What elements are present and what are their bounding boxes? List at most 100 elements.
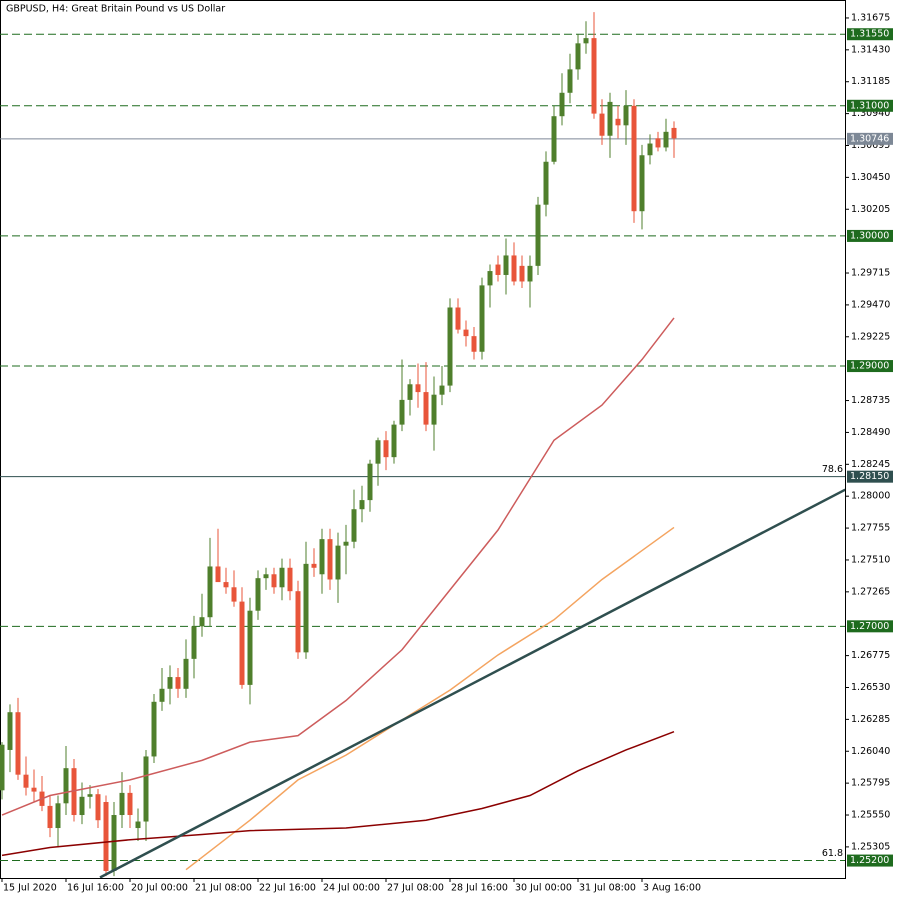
candle-body <box>159 688 165 702</box>
x-tick-label: 21 Jul 08:00 <box>195 883 252 894</box>
candle-body <box>479 285 485 352</box>
candle-body <box>47 805 53 829</box>
level-box <box>847 28 893 41</box>
y-tick-label: 1.26040 <box>851 746 890 757</box>
fib-label: 78.6 <box>822 464 843 475</box>
y-tick-label: 1.30205 <box>851 204 890 215</box>
candle-body <box>335 545 341 580</box>
candle-body <box>583 38 589 44</box>
candle-body <box>327 539 333 580</box>
level-label: 1.25200 <box>850 855 889 866</box>
x-tick-label: 24 Jul 00:00 <box>323 883 380 894</box>
candle-body <box>0 744 5 791</box>
x-tick-label: 28 Jul 16:00 <box>451 883 508 894</box>
candle-body <box>199 617 205 627</box>
candle-body <box>431 394 437 425</box>
level-box <box>847 854 893 867</box>
level-box <box>847 360 893 373</box>
x-tick-label: 30 Jul 00:00 <box>515 883 572 894</box>
candle-body <box>639 155 645 212</box>
candle-body <box>447 307 453 386</box>
y-tick-label: 1.29470 <box>851 299 890 310</box>
candle-body <box>311 563 317 568</box>
level-label: 1.30000 <box>850 230 889 241</box>
y-tick-label: 1.30695 <box>851 140 890 151</box>
candle-body <box>263 574 269 579</box>
candle-body <box>495 264 501 275</box>
candle-body <box>103 802 109 871</box>
level-label: 1.27000 <box>850 621 889 632</box>
candle-body <box>383 440 389 458</box>
axis-panel <box>846 0 900 900</box>
candle-body <box>503 255 509 275</box>
candle-body <box>55 803 61 829</box>
candle-body <box>407 384 413 400</box>
candle-body <box>207 566 213 618</box>
candle-body <box>599 113 605 136</box>
candle-body <box>591 38 597 114</box>
candle-body <box>351 509 357 542</box>
candle-body <box>71 768 77 816</box>
candle-body <box>79 796 85 816</box>
candle-body <box>575 43 581 70</box>
candle-body <box>95 794 101 821</box>
candle-body <box>439 385 445 395</box>
y-tick-label: 1.26530 <box>851 682 890 693</box>
candle-body <box>287 567 293 592</box>
y-tick-label: 1.27755 <box>851 523 890 534</box>
candle-body <box>135 821 141 829</box>
y-tick-label: 1.29715 <box>851 268 890 279</box>
candle-body <box>87 794 93 797</box>
level-box <box>847 132 893 145</box>
level-label: 1.29000 <box>850 361 889 372</box>
y-tick-label: 1.28000 <box>851 491 890 502</box>
x-tick-label: 20 Jul 00:00 <box>131 883 188 894</box>
candle-body <box>191 626 197 659</box>
candle-body <box>535 204 541 266</box>
y-tick-label: 1.27510 <box>851 554 890 565</box>
candle-body <box>23 774 29 788</box>
y-tick-label: 1.29225 <box>851 331 890 342</box>
candle-body <box>391 424 397 458</box>
candle-body <box>167 677 173 689</box>
overlay-line <box>1 317 675 816</box>
level-box <box>847 620 893 633</box>
candle-body <box>631 105 637 212</box>
candle-body <box>279 567 285 588</box>
candle-body <box>655 138 661 148</box>
level-label: 1.31000 <box>850 100 889 111</box>
x-tick-label: 27 Jul 08:00 <box>387 883 444 894</box>
candle-body <box>15 712 21 775</box>
candle-body <box>375 440 381 464</box>
candle-body <box>415 384 421 393</box>
candle-body <box>255 578 261 611</box>
candle-body <box>271 574 277 588</box>
y-tick-label: 1.28245 <box>851 459 890 470</box>
level-label: 1.28150 <box>850 471 889 482</box>
y-tick-label: 1.28490 <box>851 427 890 438</box>
candle-body <box>63 768 69 804</box>
y-tick-label: 1.31430 <box>851 44 890 55</box>
candle-body <box>239 601 245 685</box>
candle-body <box>111 815 117 871</box>
candle-body <box>231 587 237 602</box>
level-label: 1.30746 <box>850 133 889 144</box>
candle-body <box>623 105 629 126</box>
candle-body <box>567 69 573 93</box>
y-tick-label: 1.25550 <box>851 810 890 821</box>
candle-body <box>247 610 253 685</box>
candle-body <box>175 677 181 689</box>
candle-body <box>559 92 565 117</box>
level-label: 1.31550 <box>850 29 889 40</box>
candle-body <box>127 792 133 816</box>
candle-body <box>455 307 461 330</box>
overlay-line <box>99 488 846 879</box>
candle-body <box>359 500 365 510</box>
overlay-line <box>1 731 675 857</box>
candle-body <box>519 265 525 282</box>
candle-body <box>151 701 157 757</box>
y-tick-label: 1.30450 <box>851 172 890 183</box>
candle-body <box>215 566 221 583</box>
y-tick-label: 1.28735 <box>851 395 890 406</box>
